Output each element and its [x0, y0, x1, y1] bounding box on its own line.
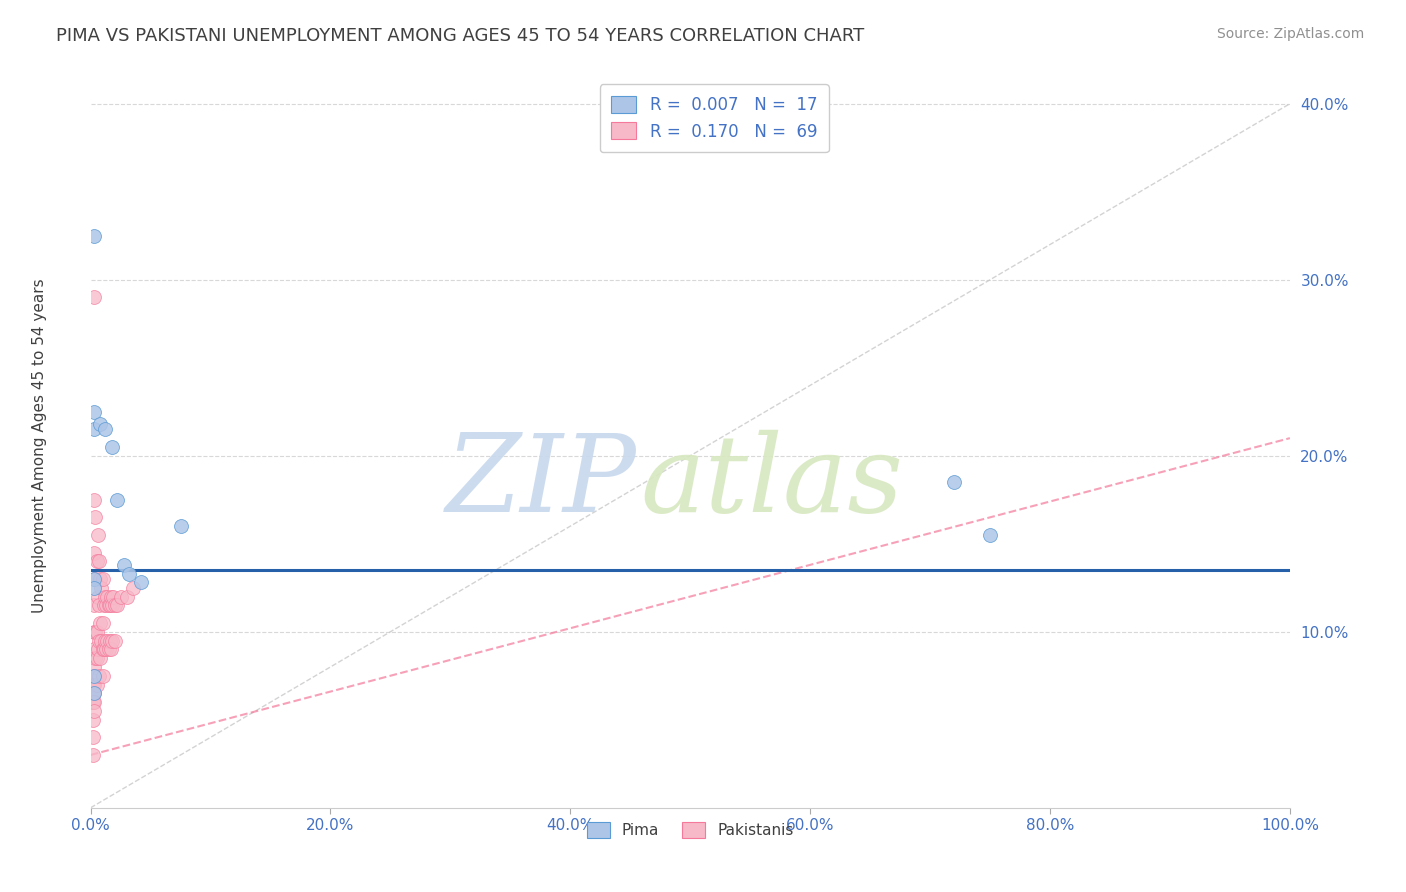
Point — [83, 669, 105, 683]
Point — [83, 228, 105, 243]
Point — [943, 475, 966, 490]
Point — [96, 590, 118, 604]
Point — [87, 642, 110, 657]
Point — [83, 572, 105, 586]
Point — [96, 642, 118, 657]
Point — [83, 704, 105, 718]
Point — [82, 747, 104, 762]
Point — [84, 510, 107, 524]
Point — [82, 695, 104, 709]
Point — [91, 669, 114, 683]
Text: atlas: atlas — [640, 430, 903, 535]
Point — [104, 633, 127, 648]
Point — [89, 651, 111, 665]
Point — [82, 695, 104, 709]
Point — [84, 572, 107, 586]
Point — [104, 599, 127, 613]
Point — [82, 731, 104, 745]
Point — [93, 642, 115, 657]
Point — [169, 519, 191, 533]
Point — [82, 713, 104, 727]
Point — [89, 572, 111, 586]
Point — [87, 554, 110, 568]
Point — [83, 669, 105, 683]
Point — [91, 572, 114, 586]
Point — [93, 599, 115, 613]
Point — [110, 590, 132, 604]
Point — [91, 642, 114, 657]
Point — [87, 590, 110, 604]
Point — [83, 572, 105, 586]
Text: PIMA VS PAKISTANI UNEMPLOYMENT AMONG AGES 45 TO 54 YEARS CORRELATION CHART: PIMA VS PAKISTANI UNEMPLOYMENT AMONG AGE… — [56, 27, 865, 45]
Point — [87, 669, 110, 683]
Point — [87, 599, 110, 613]
Point — [90, 633, 112, 648]
Point — [94, 422, 117, 436]
Point — [94, 633, 117, 648]
Point — [101, 599, 124, 613]
Point — [118, 566, 141, 581]
Point — [94, 590, 117, 604]
Point — [86, 677, 108, 691]
Point — [103, 590, 125, 604]
Point — [82, 686, 104, 700]
Point — [84, 651, 107, 665]
Point — [86, 554, 108, 568]
Text: ZIP: ZIP — [446, 430, 637, 535]
Point — [100, 590, 122, 604]
Point — [90, 581, 112, 595]
Point — [105, 492, 128, 507]
Legend: Pima, Pakistanis: Pima, Pakistanis — [581, 816, 800, 845]
Point — [91, 615, 114, 630]
Point — [97, 599, 120, 613]
Point — [101, 633, 124, 648]
Text: Unemployment Among Ages 45 to 54 years: Unemployment Among Ages 45 to 54 years — [32, 278, 46, 614]
Point — [89, 417, 111, 431]
Point — [98, 599, 121, 613]
Point — [87, 633, 110, 648]
Point — [83, 581, 105, 595]
Point — [121, 581, 143, 595]
Point — [86, 624, 108, 639]
Point — [98, 633, 121, 648]
Point — [89, 615, 111, 630]
Point — [100, 642, 122, 657]
Point — [105, 599, 128, 613]
Point — [84, 624, 107, 639]
Text: Source: ZipAtlas.com: Source: ZipAtlas.com — [1216, 27, 1364, 41]
Point — [86, 651, 108, 665]
Point — [83, 686, 105, 700]
Point — [83, 624, 105, 639]
Point — [82, 677, 104, 691]
Point — [83, 290, 105, 304]
Point — [115, 590, 138, 604]
Point — [82, 695, 104, 709]
Point — [83, 405, 105, 419]
Point — [979, 528, 1001, 542]
Point — [83, 686, 105, 700]
Point — [83, 545, 105, 559]
Point — [83, 642, 105, 657]
Point — [83, 599, 105, 613]
Point — [96, 633, 118, 648]
Point — [83, 660, 105, 674]
Point — [83, 422, 105, 436]
Point — [82, 677, 104, 691]
Point — [83, 492, 105, 507]
Point — [112, 558, 135, 572]
Point — [87, 528, 110, 542]
Point — [83, 677, 105, 691]
Point — [101, 440, 124, 454]
Point — [83, 695, 105, 709]
Point — [97, 642, 120, 657]
Point — [96, 599, 118, 613]
Point — [129, 575, 152, 590]
